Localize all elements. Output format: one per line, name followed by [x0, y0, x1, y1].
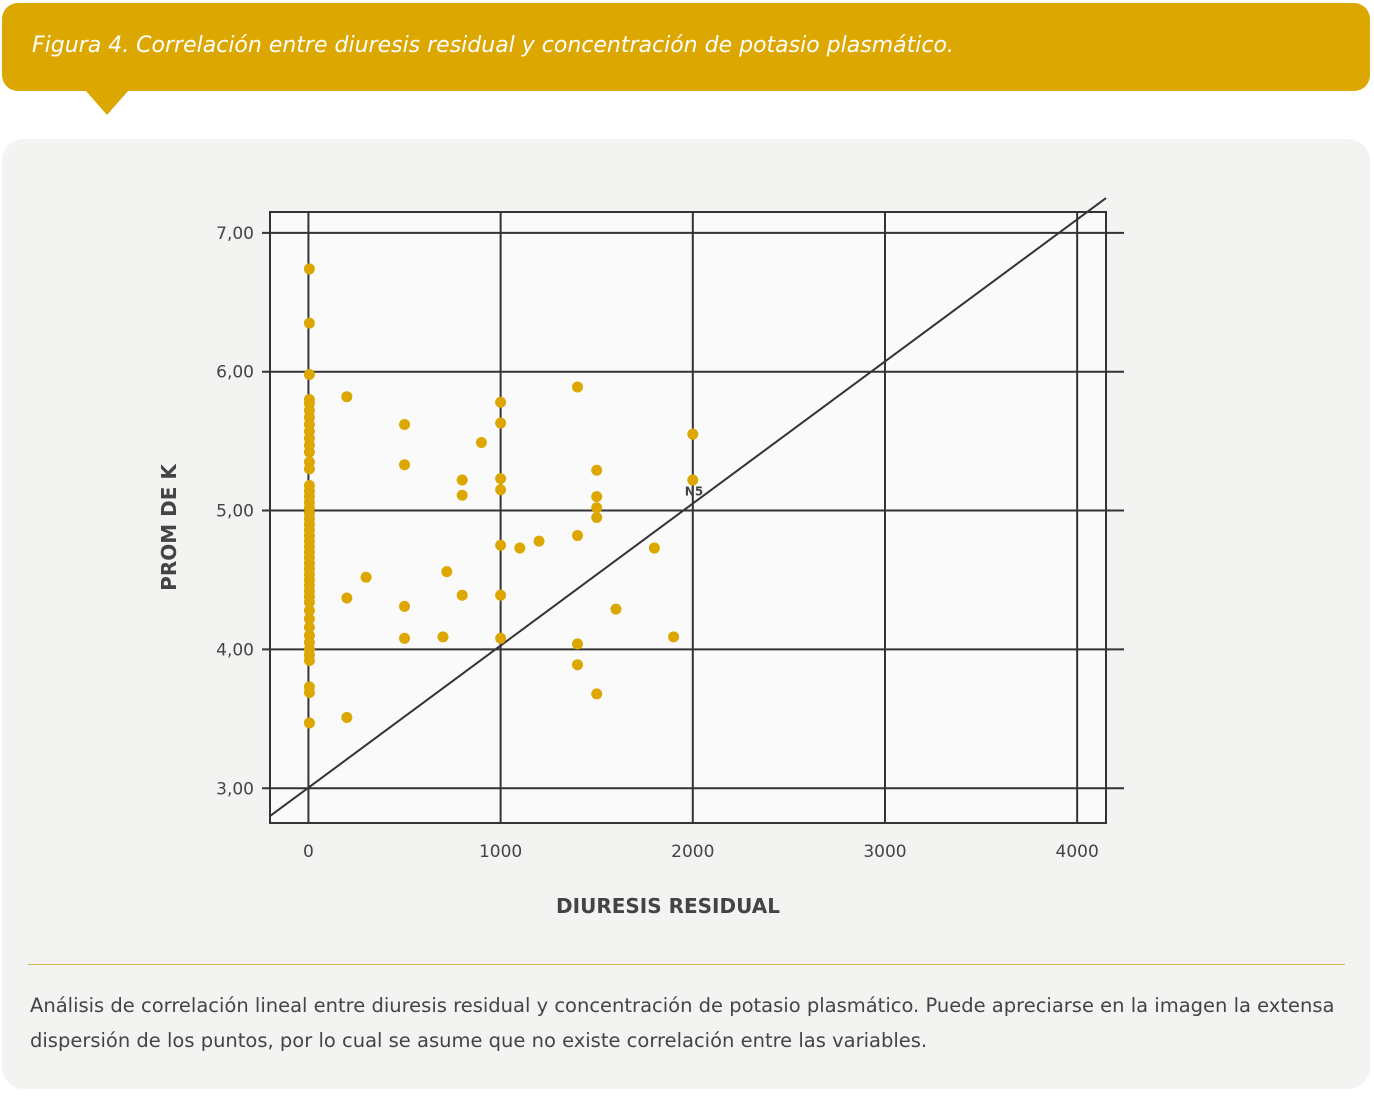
data-point — [456, 589, 468, 601]
data-point — [456, 489, 468, 501]
data-point — [441, 566, 453, 578]
data-point — [571, 638, 583, 650]
annotation-label: N5 — [685, 484, 703, 498]
scatter-chart: 0 1000 2000 3000 4000 3,00 4,00 5,00 6,00 7,00 N5… — [157, 197, 1124, 918]
data-point — [456, 474, 468, 486]
y-axis-label: PROM DE K — [157, 463, 181, 591]
data-point — [687, 428, 699, 440]
data-point — [399, 459, 411, 471]
y-tick-label: 5,00 — [216, 502, 254, 522]
banner-pointer — [86, 91, 128, 115]
data-point — [303, 317, 315, 329]
data-point — [475, 437, 487, 449]
tick-labels: 0 1000 2000 3000 4000 3,00 4,00 5,00 6,00 7,00 — [216, 224, 1099, 862]
data-point — [571, 530, 583, 542]
data-point — [514, 542, 526, 554]
data-point — [303, 613, 315, 625]
data-point — [648, 542, 660, 554]
data-point — [495, 539, 507, 551]
data-point — [591, 491, 603, 503]
data-point — [495, 484, 507, 496]
data-point — [341, 592, 353, 604]
data-point — [360, 571, 372, 583]
data-point — [437, 631, 449, 643]
data-point — [303, 446, 315, 458]
data-point — [303, 686, 315, 698]
y-tick-label: 3,00 — [216, 779, 254, 799]
data-point — [399, 632, 411, 644]
x-tick-label: 0 — [303, 842, 314, 862]
data-point — [399, 418, 411, 430]
x-tick-label: 1000 — [479, 842, 522, 862]
grid-lines — [262, 211, 1124, 824]
data-point — [571, 381, 583, 393]
data-point — [495, 396, 507, 408]
data-point — [591, 512, 603, 523]
data-point — [303, 368, 315, 380]
data-point — [303, 655, 315, 667]
x-tick-label: 2000 — [671, 842, 714, 862]
y-tick-label: 4,00 — [216, 640, 254, 660]
regression-line — [269, 197, 1107, 817]
data-point — [591, 464, 603, 476]
data-point — [303, 605, 315, 617]
data-point — [610, 603, 622, 615]
caption-divider — [28, 964, 1345, 965]
data-point — [495, 473, 507, 485]
data-point — [591, 502, 603, 514]
data-point — [303, 463, 315, 475]
plot-frame — [269, 211, 1107, 824]
data-point — [687, 474, 699, 486]
x-tick-label: 4000 — [1056, 842, 1099, 862]
data-point — [495, 417, 507, 429]
figure-caption: Análisis de correlación lineal entre diu… — [30, 994, 1335, 1052]
data-point — [303, 717, 315, 729]
y-tick-label: 6,00 — [216, 363, 254, 383]
data-point — [341, 391, 353, 403]
x-tick-label: 3000 — [863, 842, 906, 862]
data-point — [303, 621, 315, 633]
y-tick-label: 7,00 — [216, 224, 254, 244]
data-point — [399, 600, 411, 612]
data-point — [495, 632, 507, 644]
reference-line-layer — [269, 197, 1107, 817]
figure-title-banner: Figura 4. Correlación entre diuresis res… — [2, 3, 1370, 91]
data-point — [533, 535, 545, 547]
data-points — [303, 263, 699, 729]
data-point — [591, 688, 603, 700]
data-point — [668, 631, 680, 643]
data-point — [341, 711, 353, 723]
figure-title: Figura 4. Correlación entre diuresis res… — [32, 33, 954, 58]
data-point — [571, 659, 583, 671]
x-axis-label: DIURESIS RESIDUAL — [556, 894, 780, 918]
data-point — [495, 589, 507, 601]
data-point — [303, 263, 315, 275]
data-point — [303, 596, 315, 608]
